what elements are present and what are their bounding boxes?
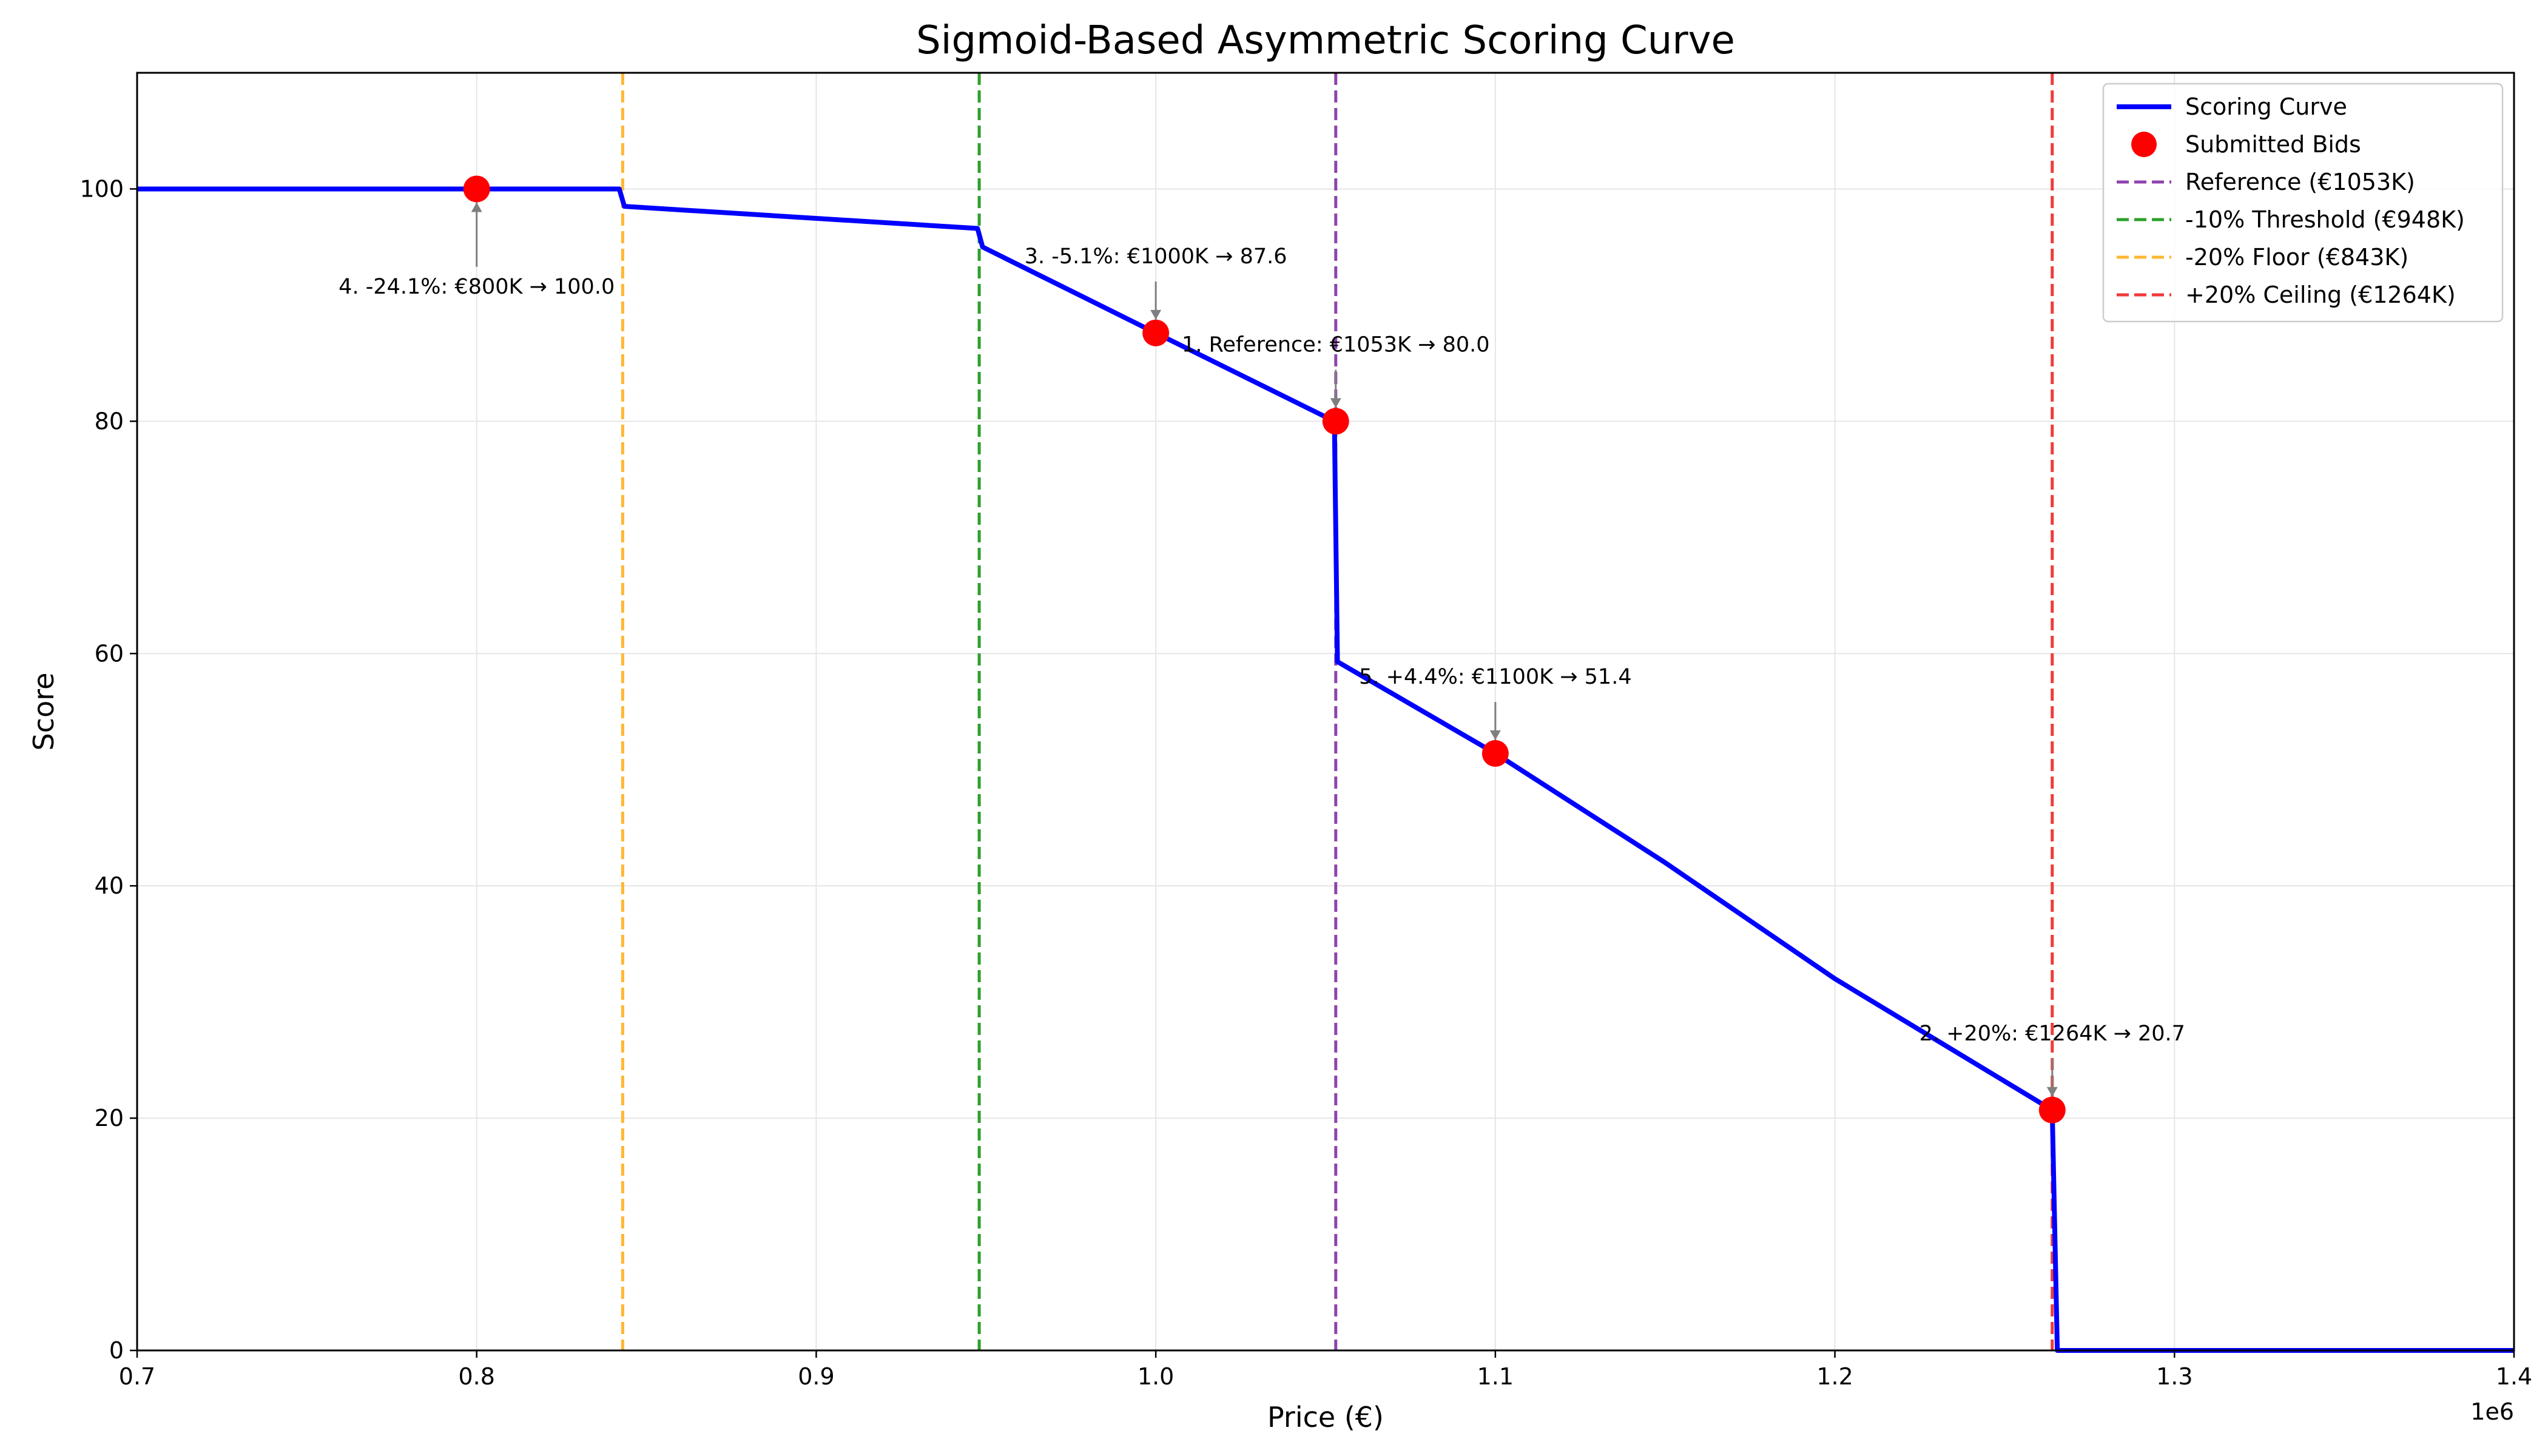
legend-label: Submitted Bids xyxy=(2185,131,2361,158)
y-tick-label: 20 xyxy=(95,1105,124,1131)
legend-label: -10% Threshold (€948K) xyxy=(2185,206,2465,233)
bid-point xyxy=(1142,319,1170,346)
x-tick-label: 0.8 xyxy=(458,1363,494,1390)
legend-label: +20% Ceiling (€1264K) xyxy=(2185,281,2456,308)
bid-points-layer xyxy=(463,175,2066,1124)
y-tick-label: 80 xyxy=(95,408,124,434)
chart-title: Sigmoid-Based Asymmetric Scoring Curve xyxy=(916,18,1735,63)
x-tick-label: 1.1 xyxy=(1477,1363,1514,1390)
bid-point xyxy=(463,175,490,203)
annotation-label: 2. +20%: €1264K → 20.7 xyxy=(1919,1022,2185,1046)
ticks-layer: 0.7 0.8 0.9 1.0 1.1 1.2 1.3 1.4 0 20 40 60 80 100 xyxy=(79,175,2532,1390)
annotation-arrowhead xyxy=(471,202,482,212)
x-tick-label: 1.0 xyxy=(1138,1363,1174,1390)
y-axis-label: Score xyxy=(27,673,60,751)
y-tick-label: 0 xyxy=(109,1337,124,1364)
annotation-label: 4. -24.1%: €800K → 100.0 xyxy=(339,275,615,299)
x-tick-label: 1.4 xyxy=(2496,1363,2532,1390)
x-tick-label: 0.9 xyxy=(798,1363,834,1390)
legend-label: -20% Floor (€843K) xyxy=(2185,244,2408,271)
scoring-curve-line xyxy=(137,186,2514,1353)
y-tick-label: 40 xyxy=(95,872,124,899)
curve-layer xyxy=(137,186,2514,1353)
annotation-arrowhead xyxy=(2046,1087,2058,1097)
annotation-label: 5. +4.4%: €1100K → 51.4 xyxy=(1359,665,1631,689)
plot-frame xyxy=(136,72,2515,1352)
x-tick-label: 1.3 xyxy=(2156,1363,2192,1390)
annotation-label: 1. Reference: €1053K → 80.0 xyxy=(1182,332,1489,357)
annotation-arrowhead xyxy=(1489,730,1501,740)
legend-box xyxy=(2102,83,2504,323)
x-tick-label: 1.2 xyxy=(1816,1363,1853,1390)
bid-point xyxy=(1322,408,1349,435)
x-tick-label: 0.7 xyxy=(119,1363,155,1390)
annotation-arrowhead xyxy=(1330,398,1341,408)
y-tick-label: 100 xyxy=(79,175,124,202)
annotation-label: 3. -5.1%: €1000K → 87.6 xyxy=(1025,244,1287,269)
x-axis-offset-label: 1e6 xyxy=(2470,1398,2514,1425)
legend-label: Reference (€1053K) xyxy=(2185,169,2415,195)
annotation-arrowhead xyxy=(1150,309,1162,320)
legend-label: Scoring Curve xyxy=(2185,93,2347,120)
y-tick-label: 60 xyxy=(95,640,124,667)
reference-lines-layer xyxy=(621,73,2054,1350)
bid-point xyxy=(2038,1096,2066,1124)
x-axis-label: Price (€) xyxy=(1267,1401,1384,1434)
legend-swatch-marker xyxy=(2131,132,2157,157)
annotations-layer: 1. Reference: €1053K → 80.0 2. +20%: €126… xyxy=(339,202,2185,1097)
legend: Scoring Curve Submitted Bids Reference (€1… xyxy=(2102,83,2504,323)
bid-point xyxy=(1481,740,1509,767)
